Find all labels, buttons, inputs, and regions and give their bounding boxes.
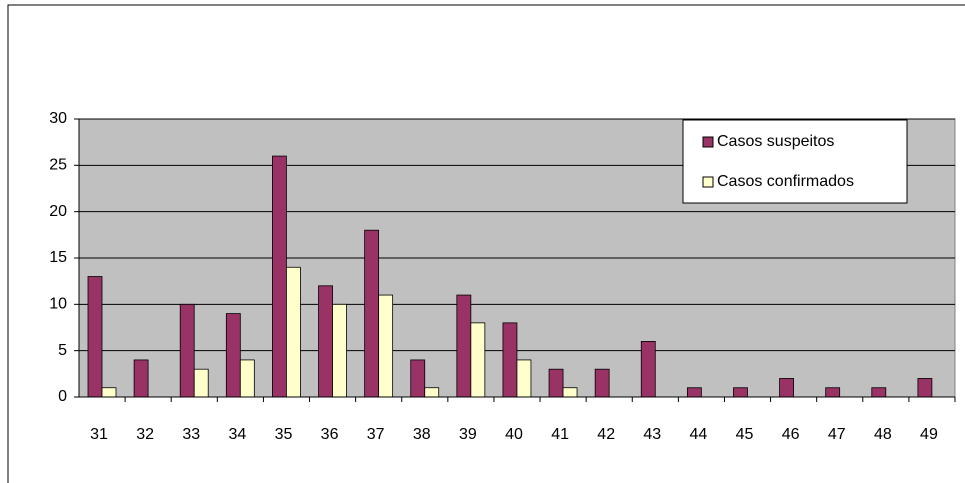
bar <box>410 359 426 398</box>
bar <box>456 294 472 398</box>
x-tick-label: 45 <box>736 426 754 443</box>
bar <box>272 155 287 398</box>
x-tick-label: 35 <box>275 426 293 443</box>
y-tick-label: 10 <box>49 296 67 313</box>
x-tick-label: 31 <box>90 426 108 443</box>
y-tick-label: 30 <box>49 110 67 127</box>
y-tick-label: 20 <box>49 203 67 220</box>
legend-label: Casos confirmados <box>717 173 854 190</box>
x-tick-label: 41 <box>551 426 569 443</box>
bar <box>871 387 887 398</box>
x-tick-label: 34 <box>228 426 246 443</box>
bar <box>516 359 532 398</box>
x-tick-label: 48 <box>874 426 892 443</box>
bar <box>225 313 241 398</box>
x-tick-label: 42 <box>597 426 615 443</box>
y-tick-label: 5 <box>58 342 67 359</box>
y-tick-label: 25 <box>49 157 67 174</box>
x-tick-label: 43 <box>643 426 661 443</box>
bar <box>470 322 486 398</box>
bar <box>239 359 255 398</box>
y-tick-label: 15 <box>49 249 67 266</box>
bar <box>548 368 564 398</box>
x-tick-label: 36 <box>321 426 339 443</box>
legend-swatch <box>702 136 714 148</box>
x-tick-label: 33 <box>182 426 200 443</box>
bar <box>286 266 301 398</box>
bar <box>917 378 933 398</box>
y-tick-label: 0 <box>58 388 67 405</box>
bar <box>562 387 578 398</box>
bar <box>424 387 440 398</box>
bar <box>101 387 117 398</box>
legend-box <box>682 119 908 204</box>
bar <box>318 285 333 398</box>
bar <box>640 340 656 398</box>
bar <box>594 368 610 398</box>
x-tick-label: 39 <box>459 426 477 443</box>
x-tick-label: 44 <box>690 426 708 443</box>
bar <box>378 294 394 398</box>
x-tick-label: 46 <box>782 426 800 443</box>
x-tick-label: 49 <box>920 426 938 443</box>
bar <box>179 303 195 398</box>
x-tick-label: 47 <box>828 426 846 443</box>
bar <box>733 387 748 398</box>
bar <box>87 276 103 398</box>
bar <box>364 229 380 398</box>
x-tick-label: 37 <box>367 426 385 443</box>
legend-swatch <box>702 176 714 188</box>
bar <box>779 378 794 398</box>
x-tick-label: 38 <box>413 426 431 443</box>
bar <box>133 359 149 398</box>
x-tick-label: 32 <box>136 426 154 443</box>
x-tick-label: 40 <box>505 426 523 443</box>
bar <box>502 322 518 398</box>
bar <box>686 387 702 398</box>
legend-label: Casos suspeitos <box>717 133 834 150</box>
bar <box>193 368 209 398</box>
bar <box>332 303 347 398</box>
bar <box>825 387 841 398</box>
